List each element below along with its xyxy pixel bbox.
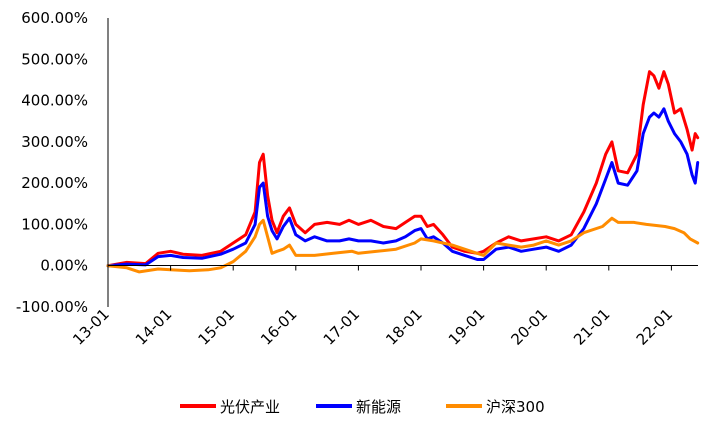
y-tick-label: 400.00% [21,92,88,110]
x-tick-label: 16-01 [257,305,301,349]
legend-label: 新能源 [356,398,401,416]
series-line-0 [106,70,700,268]
y-tick-label: 600.00% [21,9,88,27]
series-line-2 [106,216,700,274]
x-axis-tick-labels: 13-01 14-01 15-01 16-01 17-01 18-01 19-01 20-01… [69,305,676,349]
legend-label: 沪深300 [486,398,545,416]
x-tick-label: 17-01 [320,305,364,349]
y-tick-label: -100.00% [16,298,88,316]
y-tick-label: 0.00% [40,257,88,275]
y-axis-tick-labels: -100.00% 0.00% 100.00% 200.00% 300.00% 400.00… [16,9,88,316]
x-tick-label: 18-01 [382,305,426,349]
y-tick-label: 200.00% [21,174,88,192]
x-tick-label: 15-01 [194,305,238,349]
legend: 光伏产业 新能源 沪深300 [180,398,545,416]
y-tick-label: 100.00% [21,215,88,233]
legend-label: 光伏产业 [220,398,280,416]
y-tick-label: 500.00% [21,50,88,68]
x-tick-label: 21-01 [570,305,614,349]
x-axis-ticks [107,265,672,271]
x-tick-label: 19-01 [445,305,489,349]
series-line-1 [106,107,700,268]
series-lines [106,70,700,274]
x-tick-label: 22-01 [633,305,677,349]
x-tick-label: 20-01 [507,305,551,349]
y-tick-label: 300.00% [21,133,88,151]
x-tick-label: 14-01 [132,305,176,349]
